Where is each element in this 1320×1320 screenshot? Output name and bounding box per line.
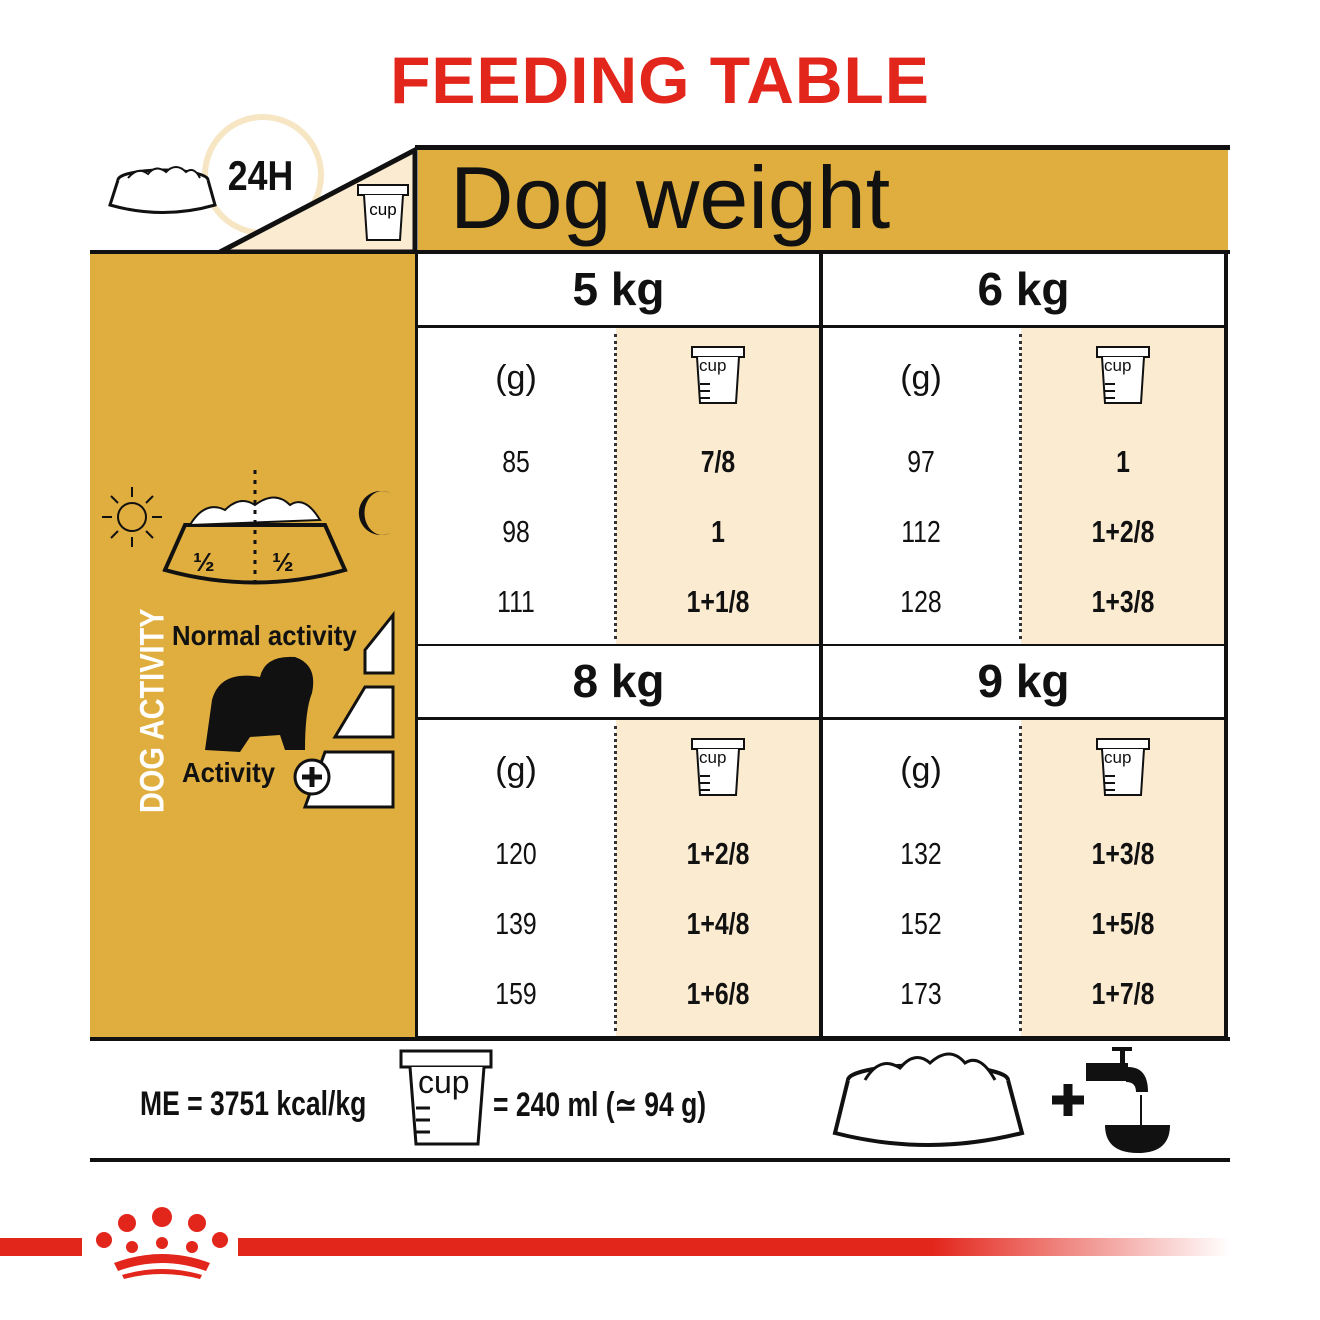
grams-value: 111	[497, 584, 535, 619]
cup-equivalence: = 240 ml (≃ 94 g)	[493, 1086, 707, 1124]
cup-label: cup	[699, 356, 727, 375]
cup-value: 1+7/8	[1091, 976, 1155, 1011]
weight-block: 9 kg (g) cup 132 1+3/8 152 1+5/8 173 1+7/8	[820, 646, 1230, 1040]
weight-block: 8 kg (g) cup 120 1+2/8 139 1+4/8 159 1+6/8	[415, 646, 825, 1040]
cup-value: 1+6/8	[686, 976, 750, 1011]
measuring-cup-icon: cup	[357, 184, 409, 241]
weight-block: 5 kg (g) cup 85 7/8 98 1 111 1+1/8	[415, 254, 825, 648]
grams-header: (g)	[900, 359, 942, 397]
plus-icon	[1052, 1084, 1084, 1116]
cup-label: cup	[699, 748, 727, 767]
page-title: FEEDING TABLE	[390, 43, 930, 117]
cup-value: 1	[711, 514, 725, 549]
grams-value: 128	[900, 584, 942, 619]
food-and-water-icons	[832, 1047, 1170, 1153]
cup-value: 1+2/8	[1091, 514, 1155, 549]
cup-value: 7/8	[700, 444, 736, 479]
grams-value: 139	[495, 906, 537, 941]
grams-value: 112	[901, 514, 941, 549]
moon-icon	[358, 491, 390, 535]
weight-header: 5 kg	[418, 254, 819, 325]
column-divider	[1019, 334, 1022, 639]
cup-label: cup	[1104, 356, 1132, 375]
weight-header: 9 kg	[823, 646, 1224, 717]
food-bowl-icon	[162, 470, 348, 585]
normal-activity-label: Normal activity	[172, 620, 357, 651]
footer-cup-label: cup	[418, 1064, 470, 1100]
measuring-cup-icon: cup	[691, 346, 745, 411]
plus-icon	[293, 758, 331, 796]
measuring-cup-icon	[399, 1049, 493, 1146]
weight-header: 6 kg	[823, 254, 1224, 325]
grams-value: 85	[502, 444, 530, 479]
cup-label: cup	[1104, 748, 1132, 767]
half-left: ½	[193, 547, 215, 577]
grams-value: 159	[495, 976, 537, 1011]
header-graphics: cup	[108, 114, 418, 255]
cup-value: 1+4/8	[686, 906, 750, 941]
activity-graphics	[102, 470, 395, 809]
measuring-cup-icon: cup	[1096, 346, 1150, 411]
grams-value: 98	[502, 514, 530, 549]
cup-value: 1+3/8	[1091, 584, 1155, 619]
measuring-cup-icon: cup	[691, 738, 745, 803]
dog-weight-heading: Dog weight	[450, 148, 891, 247]
measuring-cup-icon: cup	[1096, 738, 1150, 803]
grams-value: 120	[495, 836, 537, 871]
svg-text:cup: cup	[369, 200, 396, 219]
grams-value: 97	[907, 444, 935, 479]
sun-icon	[102, 487, 162, 547]
half-right: ½	[272, 547, 294, 577]
grams-value: 132	[900, 836, 942, 871]
grams-value: 152	[900, 906, 942, 941]
crown-logo-icon	[96, 1207, 228, 1279]
cup-value: 1	[1116, 444, 1130, 479]
grams-header: (g)	[495, 359, 537, 397]
grams-value: 173	[900, 976, 942, 1011]
food-bowl-icon	[108, 166, 217, 214]
dog-silhouette-icon	[205, 656, 314, 752]
activity-panel	[90, 254, 415, 1037]
cup-value: 1+2/8	[686, 836, 750, 871]
cup-value: 1+5/8	[1091, 906, 1155, 941]
column-divider	[1019, 726, 1022, 1031]
energy-value: ME = 3751 kcal/kg	[140, 1085, 367, 1123]
cup-value: 1+3/8	[1091, 836, 1155, 871]
column-divider	[614, 726, 617, 1031]
weight-header: 8 kg	[418, 646, 819, 717]
weight-block: 6 kg (g) cup 97 1 112 1+2/8 128 1+3/8	[820, 254, 1230, 648]
grams-header: (g)	[900, 751, 942, 789]
column-divider	[614, 334, 617, 639]
food-bowl-icon	[832, 1052, 1025, 1147]
grams-header: (g)	[495, 751, 537, 789]
activity-plus-label: Activity	[182, 757, 276, 788]
period-label: 24H	[227, 152, 294, 199]
cup-value: 1+1/8	[686, 584, 750, 619]
water-tap-icon	[1086, 1047, 1170, 1153]
